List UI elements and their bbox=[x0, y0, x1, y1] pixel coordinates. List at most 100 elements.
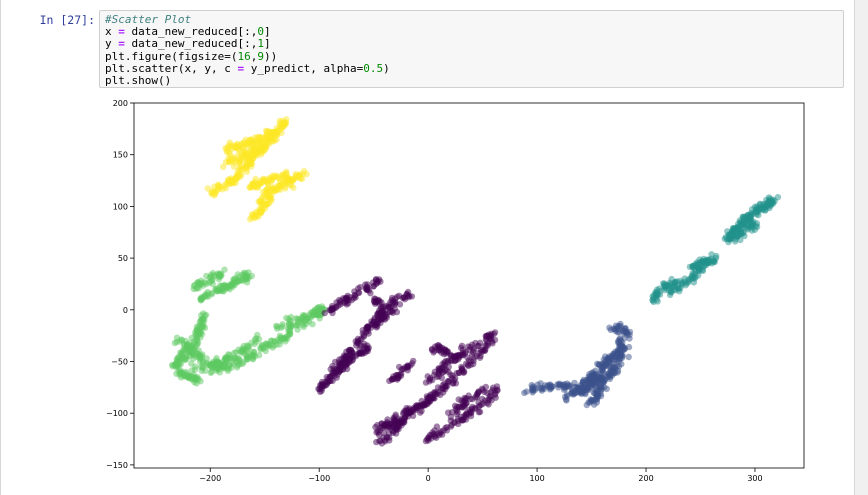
scatter-point bbox=[660, 280, 667, 287]
scatter-point bbox=[691, 275, 698, 282]
scatter-point bbox=[294, 326, 301, 333]
code-token: data_new_reduced[:, bbox=[124, 25, 258, 39]
scatter-point bbox=[467, 395, 474, 403]
scatter-point bbox=[677, 284, 684, 292]
scatter-point bbox=[243, 273, 251, 281]
code-line: x = data_new_reduced[:,0] bbox=[105, 26, 838, 38]
scatter-point bbox=[278, 122, 285, 129]
scatter-point bbox=[438, 349, 445, 356]
scatter-point bbox=[194, 350, 201, 357]
scatter-point bbox=[197, 363, 205, 370]
scatter-point bbox=[614, 369, 621, 376]
scatter-point bbox=[685, 276, 692, 283]
scatter-point bbox=[485, 331, 492, 338]
scatter-point bbox=[251, 336, 259, 343]
scatter-point bbox=[429, 376, 436, 384]
scatter-point bbox=[472, 394, 479, 401]
scatter-point bbox=[440, 427, 447, 434]
code-token: = bbox=[237, 61, 245, 75]
scatter-point bbox=[622, 325, 629, 332]
scatter-point bbox=[753, 203, 761, 210]
scatter-point bbox=[484, 342, 491, 349]
scatter-point bbox=[213, 287, 221, 295]
x-tick-label: 300 bbox=[747, 474, 762, 483]
scatter-point bbox=[361, 340, 368, 348]
scatter-point bbox=[701, 257, 708, 265]
scatter-point bbox=[286, 317, 294, 324]
scatter-point bbox=[489, 340, 496, 347]
y-tick-label: 0 bbox=[123, 306, 128, 315]
scatter-point bbox=[478, 401, 485, 408]
scatter-point bbox=[288, 177, 295, 185]
scatter-point bbox=[201, 293, 208, 300]
scatter-point bbox=[450, 380, 457, 387]
scatter-point bbox=[396, 301, 404, 308]
scatter-point bbox=[372, 299, 379, 306]
scatter-point bbox=[435, 342, 442, 349]
scatter-point bbox=[333, 367, 341, 374]
scatter-point bbox=[223, 146, 231, 153]
scatter-point bbox=[208, 291, 215, 298]
scatter-point bbox=[451, 419, 458, 427]
scatter-point bbox=[695, 267, 703, 275]
scatter-point bbox=[207, 278, 214, 285]
scatter-point bbox=[732, 230, 739, 237]
scatter-point bbox=[248, 211, 256, 218]
plot-frame bbox=[133, 102, 805, 469]
scatter-point bbox=[440, 389, 447, 396]
code-token: , bbox=[250, 49, 258, 63]
scatter-point bbox=[689, 262, 696, 270]
scatter-point bbox=[287, 330, 294, 338]
scatter-plot: −200 −100 0 100 200 300 −150 −100 −50 0 50 100 150 20… bbox=[106, 99, 805, 483]
scatter-point bbox=[194, 339, 202, 347]
y-tick-label: 150 bbox=[113, 151, 128, 160]
scatter-point bbox=[177, 369, 184, 376]
scatter-point bbox=[493, 383, 501, 390]
scatter-point bbox=[282, 185, 289, 192]
y-tick-label: 50 bbox=[118, 254, 128, 263]
scatter-point bbox=[224, 367, 232, 374]
code-token: = bbox=[118, 37, 125, 51]
code-line: plt.scatter(x, y, c = y_predict, alpha=0… bbox=[105, 61, 838, 75]
x-tick-label: 0 bbox=[426, 474, 431, 483]
scatter-point bbox=[197, 329, 204, 336]
scatter-point bbox=[283, 116, 290, 123]
scatter-point bbox=[199, 351, 206, 358]
y-tick-label: −50 bbox=[111, 357, 128, 366]
scatter-point bbox=[209, 269, 217, 277]
scatter-point bbox=[424, 373, 431, 380]
code-token: data_new_reduced[:, bbox=[124, 37, 258, 51]
scatter-point bbox=[244, 342, 252, 350]
scatter-point bbox=[266, 194, 274, 201]
scatter-point bbox=[336, 356, 343, 363]
scatter-point bbox=[561, 393, 569, 401]
scatter-point bbox=[188, 360, 195, 367]
scatter-point bbox=[380, 429, 388, 436]
scatter-point bbox=[470, 360, 477, 368]
scatter-point bbox=[723, 235, 731, 243]
scatter-point bbox=[270, 129, 278, 136]
scatter-point bbox=[403, 408, 410, 415]
scatter-point bbox=[436, 431, 443, 439]
scatter-point bbox=[215, 181, 222, 188]
scatter-point bbox=[303, 171, 310, 178]
code-line: #Scatter Plot bbox=[105, 13, 838, 26]
scatter-point bbox=[682, 282, 689, 289]
scatter-point bbox=[203, 355, 210, 362]
code-cell-editor[interactable]: #Scatter Plot x = data_new_reduced[:,0] y … bbox=[99, 10, 844, 88]
scatter-point bbox=[585, 380, 592, 387]
scatter-point bbox=[244, 355, 252, 363]
scatter-point bbox=[479, 395, 486, 403]
scatter-point bbox=[422, 379, 430, 386]
scatter-point bbox=[696, 259, 703, 267]
page-scrollbar[interactable] bbox=[855, 0, 868, 495]
scatter-point bbox=[604, 373, 611, 380]
scatter-point bbox=[257, 344, 264, 352]
scatter-point bbox=[600, 379, 607, 386]
scatter-point bbox=[255, 138, 262, 145]
scatter-point bbox=[766, 204, 773, 212]
scatter-point bbox=[340, 295, 347, 302]
scatter-point bbox=[389, 375, 396, 383]
code-line: y = data_new_reduced[:,1] bbox=[105, 38, 838, 50]
